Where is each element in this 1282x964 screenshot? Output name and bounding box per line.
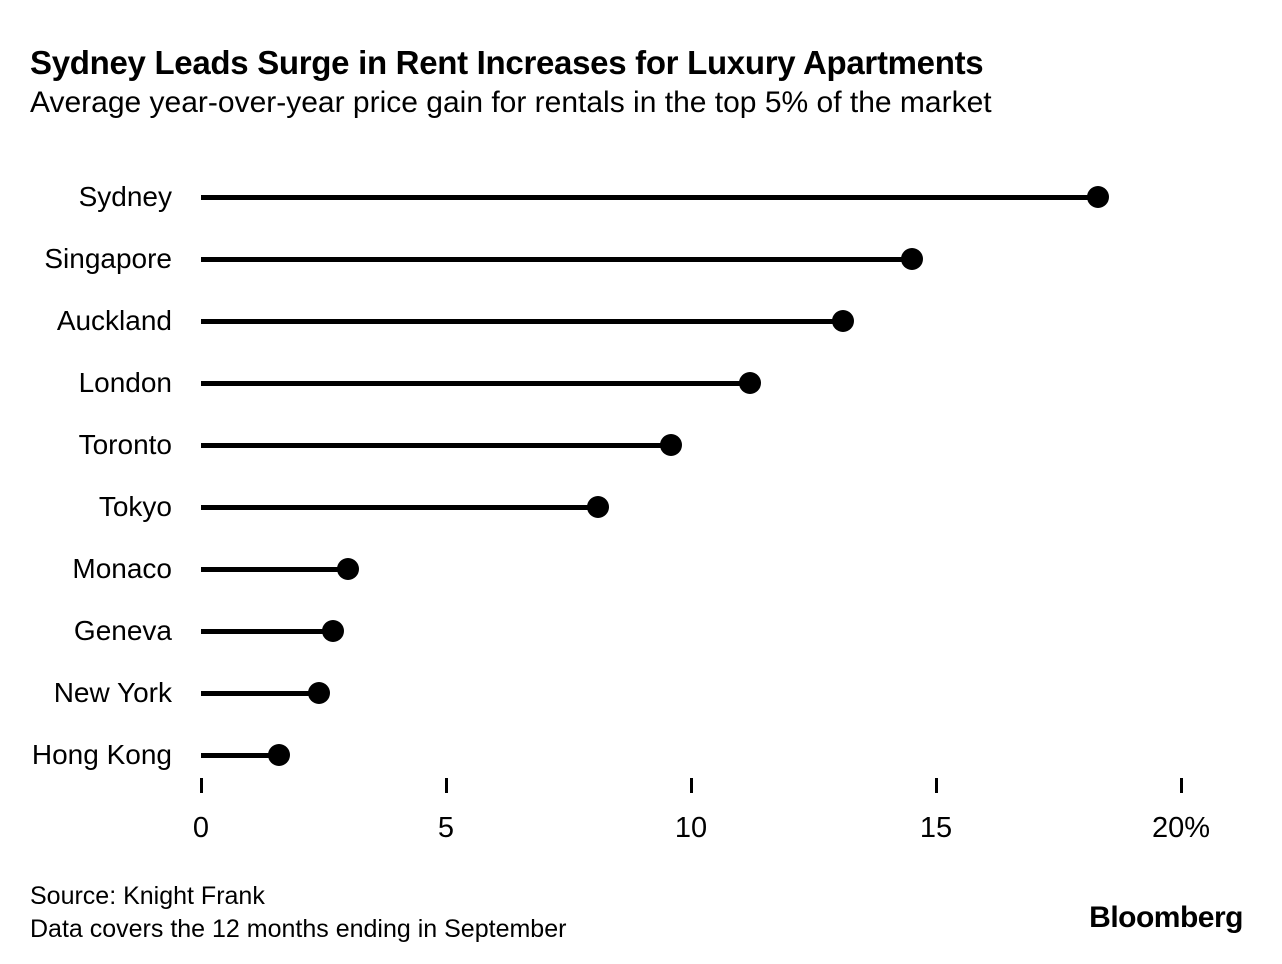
- value-dot: [307, 682, 330, 704]
- category-label: Monaco: [72, 553, 172, 584]
- source-line: Source: Knight Frank: [30, 882, 265, 910]
- x-axis-tick: [444, 778, 448, 793]
- chart-title: Sydney Leads Surge in Rent Increases for…: [30, 44, 984, 81]
- x-axis-tick: [1179, 778, 1183, 793]
- x-axis-tick-label: 20%: [1151, 812, 1211, 844]
- x-axis-tick-label: 15: [919, 812, 953, 844]
- category-label: Geneva: [73, 615, 172, 646]
- lollipop-chart: Sydney Singapore Auckland London Toronto Toky…: [31, 181, 1211, 844]
- value-line: [201, 504, 598, 510]
- x-axis-tick: [199, 778, 203, 793]
- value-dot: [660, 434, 683, 456]
- value-dot: [586, 496, 609, 518]
- value-line: [201, 442, 672, 448]
- value-line: [201, 318, 843, 324]
- value-line: [201, 690, 319, 696]
- value-dot: [831, 310, 854, 332]
- value-dot: [738, 372, 761, 394]
- category-label: New York: [53, 677, 172, 708]
- source-note: Source: Knight Frank Data covers the 12 …: [30, 880, 566, 946]
- category-label: Sydney: [78, 181, 172, 212]
- data-coverage-note: Data covers the 12 months ending in Sept…: [30, 915, 567, 943]
- x-axis-tick: [689, 778, 693, 793]
- value-line: [201, 628, 334, 634]
- category-label: Auckland: [56, 305, 172, 336]
- value-line: [201, 566, 348, 572]
- x-axis-tick-label: 5: [437, 812, 455, 844]
- x-axis-tick-label: 0: [192, 812, 210, 844]
- value-dot: [337, 558, 359, 580]
- category-label: London: [78, 367, 172, 398]
- value-line: [201, 256, 912, 262]
- category-label: Singapore: [44, 243, 172, 274]
- value-line: [201, 752, 280, 758]
- x-axis-tick: [934, 778, 938, 793]
- category-label: Tokyo: [98, 491, 172, 522]
- bloomberg-logo: Bloomberg: [1089, 901, 1243, 934]
- value-dot: [322, 620, 345, 642]
- category-label: Hong Kong: [31, 739, 172, 770]
- value-dot: [900, 248, 923, 270]
- category-label: Toronto: [78, 429, 172, 460]
- value-line: [201, 194, 1098, 200]
- value-dot: [1086, 186, 1109, 208]
- value-line: [201, 380, 750, 386]
- value-dot: [268, 744, 291, 766]
- x-axis-tick-label: 10: [674, 812, 708, 844]
- chart-subtitle: Average year-over-year price gain for re…: [30, 86, 992, 119]
